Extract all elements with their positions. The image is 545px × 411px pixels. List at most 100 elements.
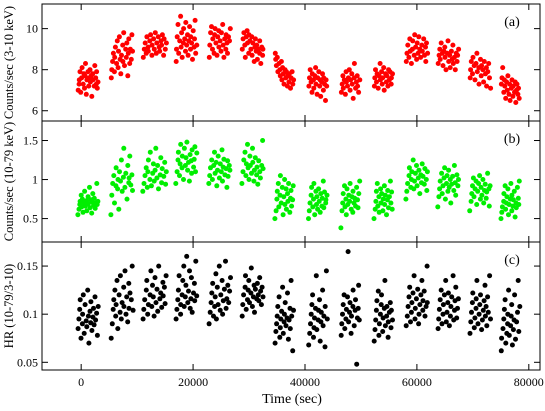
data-point [142,297,148,303]
data-point [83,318,89,324]
data-point [115,65,121,71]
data-point [323,197,329,203]
data-point [125,163,131,168]
data-point [130,188,135,193]
data-point [254,42,260,48]
data-point [410,290,416,296]
data-point [373,188,379,194]
data-point [514,184,520,190]
data-point [218,169,224,175]
data-point [323,268,329,274]
data-point [376,332,382,338]
data-point [87,67,93,73]
data-point [455,52,461,58]
panels-layer: 6 8 10 (a) Counts/sec (3-10 keV) 0.5 1 1.5 (b) Co… [2,3,544,389]
data-point [285,191,290,197]
data-point [150,161,156,167]
data-point [472,77,478,83]
data-point [281,194,287,200]
data-point [209,177,215,182]
data-point [281,311,287,317]
data-point [108,212,114,218]
data-point [342,91,348,97]
data-point [468,198,474,204]
data-point [222,36,228,42]
data-point [475,321,481,327]
data-point [347,198,353,204]
data-point [389,189,395,195]
data-point [377,61,383,66]
data-point [207,309,213,315]
data-point [122,184,128,190]
data-point [440,302,446,308]
data-point [307,75,312,81]
data-point [483,65,489,71]
data-point [388,325,394,331]
data-point [173,316,179,322]
data-point [354,184,360,190]
data-point [437,46,443,52]
data-point [445,300,451,306]
data-point [147,38,153,44]
data-point [439,191,445,197]
data-point [515,195,521,201]
data-point [380,208,386,214]
data-point [152,30,158,36]
data-point [218,292,224,298]
data-point [482,282,488,288]
data-point [423,177,429,182]
data-point [420,307,426,313]
data-point [118,316,124,322]
data-point [385,319,391,325]
data-point [476,311,482,317]
data-point [485,69,491,75]
data-point [159,180,165,186]
data-point [210,46,215,52]
data-point [500,65,506,71]
data-point [442,54,448,60]
data-point [114,278,120,283]
data-point [354,361,360,367]
data-point [477,173,483,179]
data-point [108,335,114,341]
data-point [444,309,450,315]
data-point [412,32,418,38]
data-point [506,91,512,97]
data-point [80,81,86,87]
data-point [256,158,262,164]
data-point [289,203,295,209]
data-point [420,173,426,179]
data-point [225,158,231,164]
data-point [447,65,453,71]
data-point [121,304,127,309]
data-point [128,182,134,188]
data-point [150,282,155,288]
data-point [512,214,518,220]
data-point [181,263,187,269]
data-point [122,268,128,274]
data-point [79,65,85,71]
data-point [251,178,257,184]
data-point [215,34,221,40]
data-point [187,152,193,158]
data-point [356,191,362,197]
data-point [193,258,199,264]
data-point [152,275,158,281]
data-point [127,61,133,66]
data-point [283,323,289,329]
data-point [499,335,505,341]
data-point [215,302,221,308]
x-tick-label: 40000 [290,375,320,389]
data-point [515,309,520,315]
data-point [515,91,521,97]
data-point [453,284,459,290]
data-point [76,81,82,87]
data-point [484,323,490,329]
data-point [274,313,280,319]
data-point [252,155,258,161]
data-point [390,317,395,323]
data-point [160,279,166,285]
data-point [407,284,413,290]
data-point [320,323,326,329]
data-point [145,44,151,50]
